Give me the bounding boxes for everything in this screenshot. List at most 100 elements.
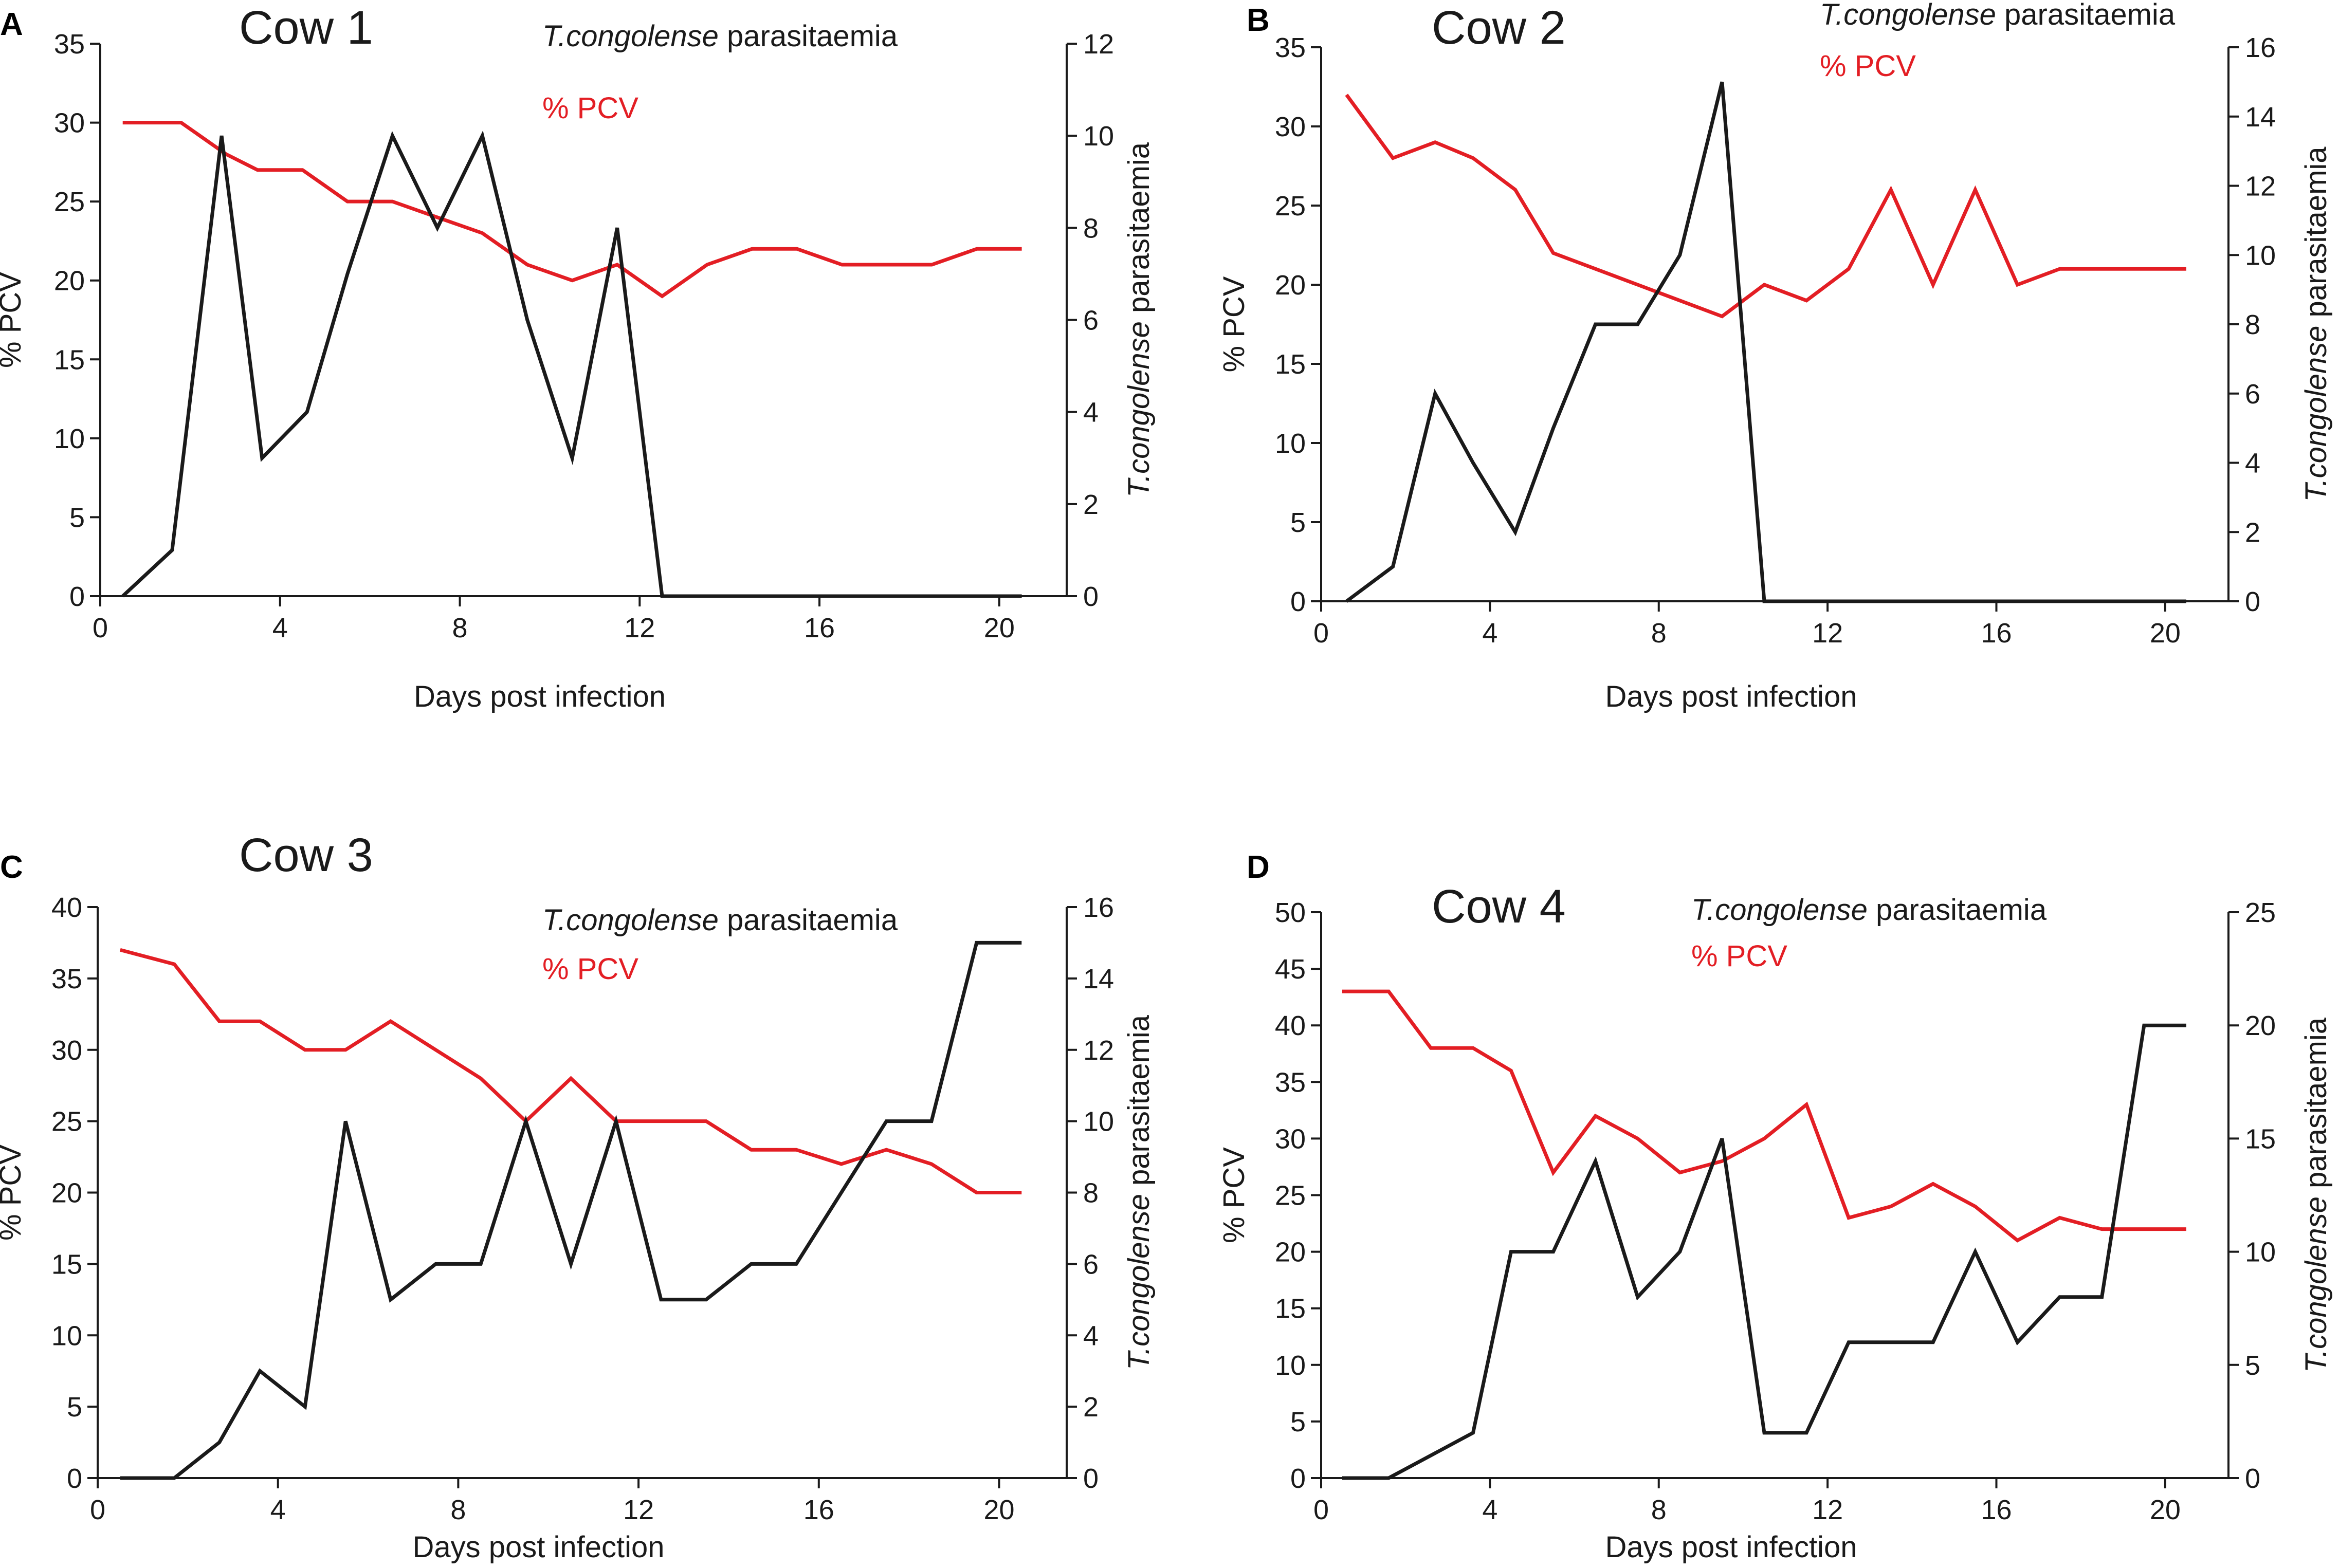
panel-title: Cow 1 (239, 2, 373, 54)
right-y-tick-label: 8 (2245, 309, 2260, 340)
panel-d: D Cow 4 0 5 10 15 20 25 30 35 40 45 50 0 5 10 15 20 25 0 4 8 1… (1217, 850, 2333, 1564)
panel-letter: D (1247, 850, 1270, 885)
legend-parasitaemia-suffix: parasitaemia (719, 20, 898, 53)
left-y-tick-label: 35 (51, 964, 82, 994)
right-y-tick-label: 0 (2245, 1463, 2260, 1494)
right-y-tick-label: 12 (1083, 1035, 1114, 1066)
left-y-tick-label: 20 (54, 266, 85, 297)
right-y-tick-label: 12 (2245, 171, 2276, 202)
legend-parasitaemia: T.congolense parasitaemia (542, 903, 898, 937)
legend-parasitaemia-species: T.congolense (542, 20, 719, 53)
x-tick-label: 4 (1482, 1495, 1497, 1525)
legend-parasitaemia-species: T.congolense (1691, 893, 1868, 927)
left-y-tick-label: 20 (1275, 1237, 1306, 1268)
panel-letter: A (0, 7, 23, 42)
left-y-tick-label: 15 (51, 1249, 82, 1280)
right-y-tick-label: 4 (1083, 1320, 1099, 1351)
legend-parasitaemia: T.congolense parasitaemia (1691, 893, 2047, 927)
left-y-tick-label: 0 (69, 581, 85, 612)
x-axis-label: Days post infection (414, 680, 666, 713)
left-y-tick-label: 30 (1275, 1123, 1306, 1154)
left-y-tick-label: 25 (54, 187, 85, 217)
pcv-line (1345, 94, 2186, 319)
legend-parasitaemia-suffix: parasitaemia (1996, 0, 2176, 31)
left-y-axis-label: % PCV (0, 272, 27, 368)
parasitaemia-line (121, 130, 1022, 598)
right-y-tick-label: 10 (2245, 1237, 2276, 1268)
right-y-tick-label: 16 (1083, 892, 1114, 923)
right-y-tick-label: 15 (2245, 1123, 2276, 1154)
left-y-tick-label: 15 (1275, 1294, 1306, 1324)
left-y-tick-label: 10 (1275, 1350, 1306, 1381)
panel-b: B Cow 2 0 5 10 15 20 25 30 35 0 2 4 6 8 10 12 14 16 0 4 8 12 16… (1217, 0, 2333, 713)
x-tick-label: 16 (804, 613, 835, 643)
x-tick-label: 16 (1981, 1495, 2012, 1525)
x-axis-label: Days post infection (412, 1530, 664, 1564)
right-y-axis-label-species: T.congolense (1122, 1194, 1156, 1370)
x-tick-label: 4 (1482, 618, 1497, 649)
legend-parasitaemia-suffix: parasitaemia (719, 903, 898, 937)
left-y-tick-label: 0 (1290, 1463, 1306, 1494)
x-tick-label: 0 (1313, 1495, 1329, 1525)
left-y-tick-label: 5 (1290, 1407, 1306, 1437)
right-y-axis-label-suffix: parasitaemia (2299, 1017, 2333, 1196)
left-y-tick-label: 10 (51, 1320, 82, 1351)
x-tick-label: 12 (624, 613, 655, 643)
left-y-axis-label: % PCV (1217, 276, 1251, 372)
left-y-tick-label: 40 (51, 892, 82, 923)
x-tick-label: 0 (93, 613, 108, 643)
left-y-tick-label: 20 (1275, 270, 1306, 301)
left-y-axis-label: % PCV (1217, 1147, 1251, 1243)
right-y-tick-label: 10 (1083, 1106, 1114, 1137)
right-y-tick-label: 4 (1083, 397, 1099, 428)
right-y-tick-label: 4 (2245, 448, 2260, 479)
x-axis-label: Days post infection (1605, 680, 1857, 713)
left-y-tick-label: 25 (51, 1106, 82, 1137)
left-y-tick-label: 30 (54, 108, 85, 139)
right-y-tick-label: 10 (1083, 121, 1114, 152)
right-y-tick-label: 5 (2245, 1350, 2260, 1381)
right-y-axis-label: T.congolense parasitaemia (1122, 1014, 1156, 1370)
legend-pcv: % PCV (1691, 939, 1787, 973)
right-y-tick-label: 8 (1083, 1178, 1099, 1209)
x-tick-label: 20 (2150, 1495, 2181, 1525)
x-tick-label: 8 (1651, 618, 1667, 649)
x-tick-label: 12 (1812, 1495, 1843, 1525)
x-tick-label: 20 (984, 613, 1015, 643)
left-y-tick-label: 0 (1290, 586, 1306, 617)
right-y-tick-label: 25 (2245, 897, 2276, 928)
x-tick-label: 12 (623, 1495, 654, 1525)
x-tick-label: 16 (1981, 618, 2012, 649)
left-y-tick-label: 5 (1290, 507, 1306, 538)
left-y-tick-label: 25 (1275, 191, 1306, 222)
x-tick-label: 8 (1651, 1495, 1667, 1525)
x-tick-label: 0 (90, 1495, 105, 1525)
x-tick-label: 20 (2150, 618, 2181, 649)
legend-parasitaemia: T.congolense parasitaemia (542, 20, 898, 53)
pcv-line (119, 948, 1022, 1194)
panel-letter: B (1247, 3, 1270, 38)
left-y-tick-label: 35 (54, 29, 85, 60)
right-y-tick-label: 10 (2245, 240, 2276, 271)
right-y-axis-label: T.congolense parasitaemia (2299, 146, 2333, 502)
left-y-tick-label: 35 (1275, 1067, 1306, 1098)
left-y-tick-label: 30 (51, 1035, 82, 1066)
right-y-tick-label: 8 (1083, 213, 1099, 244)
right-y-tick-label: 2 (1083, 1392, 1099, 1423)
left-y-tick-label: 45 (1275, 954, 1306, 985)
x-tick-label: 4 (270, 1495, 286, 1525)
x-tick-label: 16 (803, 1495, 834, 1525)
x-tick-label: 8 (450, 1495, 466, 1525)
panel-title: Cow 2 (1432, 2, 1566, 54)
x-tick-label: 4 (272, 613, 288, 643)
legend-pcv: % PCV (1820, 49, 1916, 83)
left-y-tick-label: 10 (1275, 428, 1306, 459)
right-y-axis-label: T.congolense parasitaemia (2299, 1017, 2333, 1373)
left-y-tick-label: 10 (54, 423, 85, 454)
x-tick-label: 20 (983, 1495, 1014, 1525)
legend-parasitaemia-species: T.congolense (542, 903, 719, 937)
right-y-tick-label: 2 (1083, 489, 1099, 520)
right-y-axis-label-suffix: parasitaemia (1122, 1014, 1156, 1194)
parasitaemia-line (1345, 81, 2186, 603)
